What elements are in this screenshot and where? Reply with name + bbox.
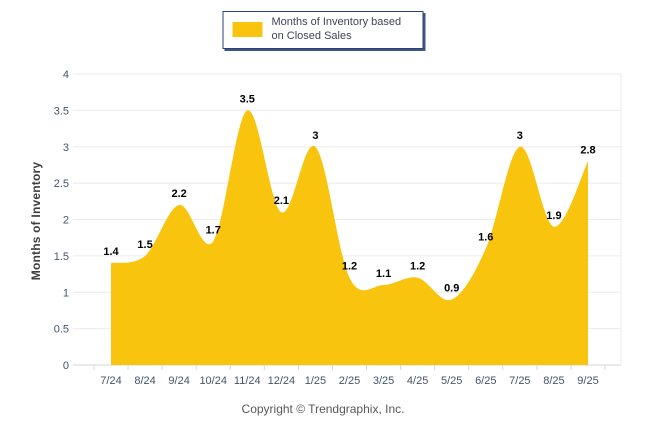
- x-tick-label: 7/24: [100, 375, 121, 387]
- x-tick-label: 4/25: [407, 375, 428, 387]
- x-tick-label: 1/25: [305, 375, 326, 387]
- data-label: 1.2: [410, 261, 425, 273]
- x-tick-label: 10/24: [199, 375, 227, 387]
- x-tick-label: 6/25: [475, 375, 496, 387]
- legend: Months of Inventory based on Closed Sale…: [222, 11, 424, 49]
- x-tick-label: 8/25: [543, 375, 564, 387]
- x-tick-label: 9/24: [168, 375, 189, 387]
- x-tick-label: 9/25: [577, 375, 598, 387]
- data-label: 1.2: [342, 261, 357, 273]
- data-label: 3.5: [240, 93, 255, 105]
- y-tick-label: 0.5: [54, 324, 69, 336]
- y-tick-label: 1: [63, 287, 69, 299]
- y-tick-label: 0: [63, 360, 69, 372]
- y-tick-label: 4: [63, 69, 69, 81]
- x-tick-label: 7/25: [509, 375, 530, 387]
- data-label: 2.2: [171, 188, 186, 200]
- y-tick-label: 3.5: [54, 105, 69, 117]
- x-tick-label: 12/24: [268, 375, 296, 387]
- data-label: 0.9: [444, 283, 459, 295]
- data-label: 1.7: [206, 224, 221, 236]
- data-label: 1.5: [137, 239, 152, 251]
- data-label: 1.1: [376, 268, 391, 280]
- area-series: [111, 110, 588, 365]
- data-label: 2.1: [274, 195, 289, 207]
- x-tick-label: 2/25: [339, 375, 360, 387]
- area-chart: 0 0.5 1 1.5 2 2.5 3 3.5 4 7/24 8/24 9/24 10/24 11/24 1…: [54, 69, 622, 387]
- y-tick-label: 2: [63, 215, 69, 227]
- data-label: 1.6: [478, 232, 493, 244]
- copyright-text: Copyright © Trendgraphix, Inc.: [241, 402, 405, 416]
- x-tick-label: 8/24: [134, 375, 155, 387]
- y-tick-label: 3: [63, 142, 69, 154]
- x-tick-label: 11/24: [234, 375, 261, 387]
- data-label: 3: [517, 130, 523, 142]
- legend-label: Months of Inventory based on Closed Sale…: [271, 16, 402, 42]
- y-tick-label: 2.5: [54, 178, 69, 190]
- data-label: 1.4: [103, 246, 119, 258]
- x-tick-label: 3/25: [373, 375, 394, 387]
- legend-swatch: [232, 22, 263, 38]
- data-label: 3: [312, 130, 318, 142]
- data-label: 1.9: [546, 210, 561, 222]
- y-tick-label: 1.5: [54, 251, 69, 263]
- data-label: 2.8: [580, 144, 595, 156]
- x-tick-label: 5/25: [441, 375, 462, 387]
